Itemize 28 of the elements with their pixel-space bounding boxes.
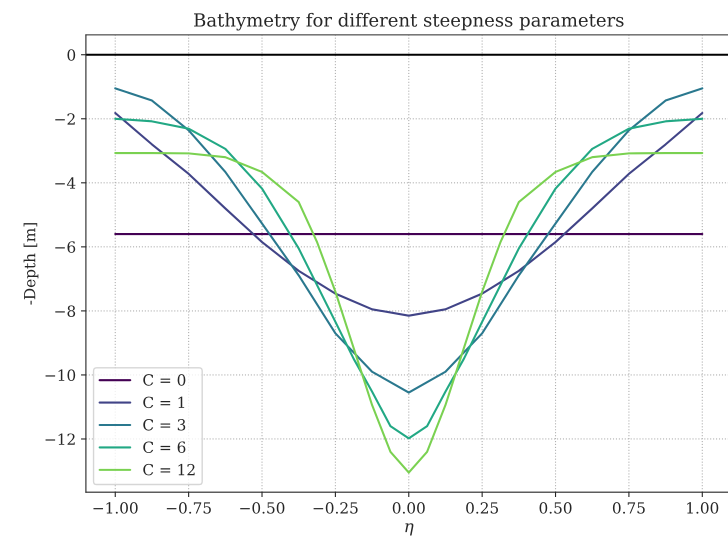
x-tick-label: 0.25: [466, 502, 498, 514]
x-axis-title: η: [405, 523, 414, 536]
x-tick-label: −0.50: [240, 502, 284, 514]
x-tick-label: 0.50: [540, 502, 572, 514]
y-axis-title: -Depth [m]: [24, 223, 38, 305]
y-tick-label: −4: [55, 177, 76, 189]
x-tick-label: −1.00: [93, 502, 138, 514]
line-series: [114, 152, 704, 474]
legend-label: C = 3: [143, 419, 186, 431]
line-series: [114, 118, 704, 440]
legend-label: C = 12: [143, 464, 195, 476]
x-tick-label: 0.00: [392, 502, 425, 514]
y-tick-label: −2: [55, 113, 75, 125]
legend-label: C = 6: [143, 441, 186, 453]
x-tick-label: −0.75: [166, 502, 211, 514]
line-series: [114, 112, 704, 317]
y-tick-label: −8: [55, 305, 76, 317]
line-series: [114, 87, 704, 394]
legend-label: C = 1: [143, 396, 184, 408]
x-tick-label: 0.75: [612, 502, 645, 514]
chart-title: Bathymetry for different steepness parameters: [194, 12, 624, 31]
x-tick-label: 1.00: [687, 502, 718, 514]
y-tick-label: 0: [67, 49, 76, 61]
y-tick-label: −6: [55, 241, 76, 253]
x-tick-label: −0.25: [314, 502, 358, 514]
y-tick-label: −12: [46, 433, 75, 445]
legend-label: C = 0: [143, 374, 186, 386]
y-tick-label: −10: [46, 369, 76, 381]
